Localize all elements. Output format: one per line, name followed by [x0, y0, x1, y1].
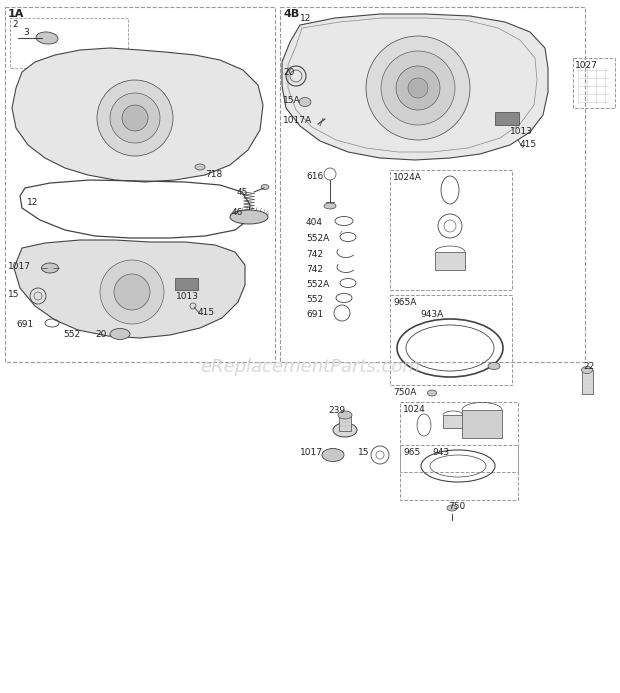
Circle shape	[114, 274, 150, 310]
Text: 15: 15	[358, 448, 370, 457]
Bar	[390, 170, 512, 290]
Ellipse shape	[195, 164, 205, 170]
Text: 22: 22	[583, 362, 594, 371]
Ellipse shape	[230, 210, 268, 224]
Text: 1024: 1024	[403, 405, 426, 414]
Text: 404: 404	[306, 218, 323, 227]
Bar	[435, 252, 465, 270]
Text: 965A: 965A	[393, 298, 417, 307]
Bar	[462, 410, 502, 438]
Circle shape	[122, 105, 148, 131]
Text: 943: 943	[432, 448, 449, 457]
Ellipse shape	[488, 362, 500, 369]
Text: 750A: 750A	[393, 388, 417, 397]
Ellipse shape	[338, 411, 352, 419]
Text: 742: 742	[306, 250, 323, 259]
Circle shape	[366, 36, 470, 140]
Text: 552A: 552A	[306, 234, 329, 243]
Text: eReplacementParts.com: eReplacementParts.com	[200, 358, 420, 376]
Text: 552: 552	[306, 295, 323, 304]
Text: 965: 965	[403, 448, 420, 457]
Text: 415: 415	[520, 140, 537, 149]
Text: 943A: 943A	[420, 310, 443, 319]
Text: 552: 552	[63, 330, 80, 339]
Bar	[582, 370, 593, 394]
Text: 742: 742	[306, 265, 323, 274]
Text: 3: 3	[23, 28, 29, 37]
Polygon shape	[282, 14, 548, 160]
Text: 46: 46	[232, 208, 244, 217]
Circle shape	[110, 93, 160, 143]
Ellipse shape	[324, 203, 336, 209]
Text: 20: 20	[283, 68, 294, 77]
Text: 1A: 1A	[8, 9, 24, 19]
Text: 12: 12	[27, 198, 38, 207]
Bar	[495, 112, 519, 125]
Text: 1017: 1017	[300, 448, 323, 457]
Ellipse shape	[110, 328, 130, 340]
Text: 691: 691	[306, 310, 323, 319]
Ellipse shape	[582, 367, 593, 374]
Bar	[175, 278, 198, 290]
Text: 15: 15	[8, 290, 19, 299]
Bar	[5, 7, 275, 362]
Text: 718: 718	[205, 170, 222, 179]
Bar	[339, 415, 351, 431]
Bar	[443, 415, 463, 428]
Text: 415: 415	[198, 308, 215, 317]
Circle shape	[408, 78, 428, 98]
Text: 2: 2	[12, 20, 17, 29]
Text: 1024A: 1024A	[393, 173, 422, 182]
Polygon shape	[12, 48, 263, 182]
Ellipse shape	[261, 184, 269, 189]
Polygon shape	[14, 240, 245, 338]
Text: 1017: 1017	[8, 262, 31, 271]
Circle shape	[97, 80, 173, 156]
Bar	[10, 18, 128, 68]
Bar	[400, 445, 518, 500]
Ellipse shape	[428, 390, 436, 396]
Bar	[573, 58, 615, 108]
Text: 239: 239	[328, 406, 345, 415]
Text: 1017A: 1017A	[283, 116, 312, 125]
Text: 1027: 1027	[575, 61, 598, 70]
Bar	[400, 402, 518, 472]
Bar	[280, 7, 585, 362]
Ellipse shape	[36, 32, 58, 44]
Text: 12: 12	[300, 14, 311, 23]
Text: 691: 691	[16, 320, 33, 329]
Text: 20: 20	[95, 330, 107, 339]
Bar	[390, 295, 512, 385]
Ellipse shape	[299, 98, 311, 107]
Ellipse shape	[333, 423, 357, 437]
Circle shape	[381, 51, 455, 125]
Text: 15A: 15A	[283, 96, 301, 105]
Text: 1013: 1013	[510, 127, 533, 136]
Ellipse shape	[42, 263, 58, 273]
Circle shape	[396, 66, 440, 110]
Ellipse shape	[447, 505, 457, 511]
Text: 1013: 1013	[176, 292, 199, 301]
Text: 4B: 4B	[283, 9, 299, 19]
Circle shape	[100, 260, 164, 324]
Ellipse shape	[322, 448, 344, 462]
Text: 750: 750	[448, 502, 465, 511]
Text: 616: 616	[306, 172, 323, 181]
Text: 552A: 552A	[306, 280, 329, 289]
Text: 45: 45	[237, 188, 249, 197]
